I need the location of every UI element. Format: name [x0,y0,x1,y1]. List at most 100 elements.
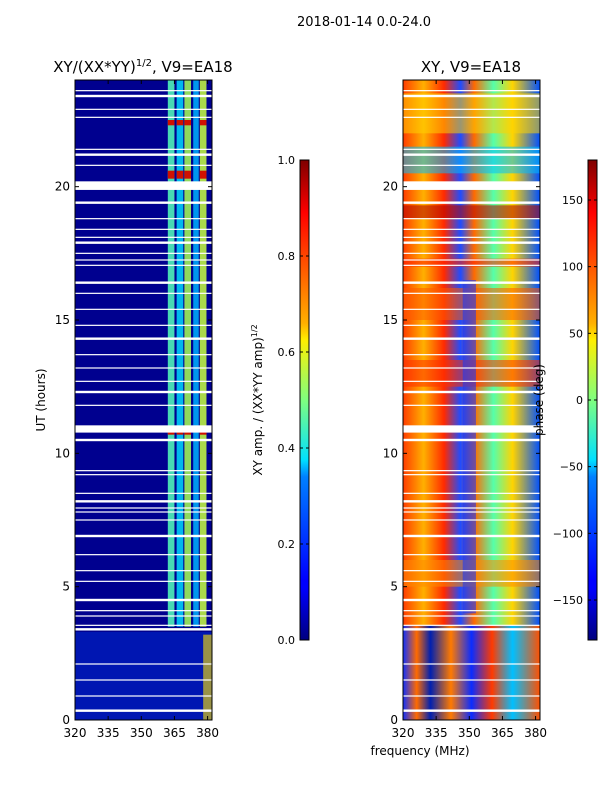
xtick-label: 350 [458,726,481,740]
gap-line [403,598,540,602]
colorbar-tick-label: 1.0 [278,154,296,167]
xtick-label: 380 [524,726,547,740]
gap-line [75,695,212,697]
amplitude-streak [199,80,207,627]
amplitude-axes-frame [74,79,213,721]
colorbar-tick-label: −50 [560,461,583,474]
phase-band [403,205,540,219]
gap-line [403,90,540,92]
gap-line [75,153,212,156]
ytick-label: 10 [55,446,70,460]
gap-line [75,507,212,509]
gap-line [75,598,212,602]
amplitude-ylabel: UT (hours) [34,368,48,431]
gap-line [403,679,540,681]
gap-line [403,264,540,266]
gap-line [403,281,540,284]
gap-line [75,404,212,406]
gap-line [403,367,540,369]
amplitude-hotspot [176,170,184,179]
gap-line [75,425,212,432]
gap-line [403,181,540,190]
gap-line [75,281,212,284]
ytick-label: 0 [62,713,70,727]
gap-line [75,164,212,166]
gap-line [75,188,212,190]
phase-colorbar-label: phase (deg) [532,364,546,436]
amplitude-hotspot [199,170,207,179]
gap-line [403,610,540,612]
colorbar-tick-label: 0.0 [278,634,296,647]
gap-line [75,709,212,712]
amplitude-streak [167,80,175,627]
gap-line [75,492,212,494]
gap-line [403,252,540,254]
gap-line [75,500,212,503]
gap-line [75,236,212,238]
gap-line [75,354,212,356]
amplitude-hotspot [199,120,207,126]
gap-line [403,241,540,244]
gap-line [75,252,212,254]
ytick-label: 15 [55,313,70,327]
gap-line [403,438,540,442]
gap-line [403,354,540,356]
ytick-label: 10 [383,446,398,460]
gap-line [403,492,540,494]
phase-blue-column [462,280,476,614]
gap-line [75,218,212,220]
gap-line [75,390,212,394]
gap-line [75,511,212,513]
gap-line [403,511,540,513]
amplitude-hotspot [184,120,192,126]
gap-line [75,679,212,681]
gap-line [403,425,540,432]
colorbar-tick-label: 50 [569,327,583,340]
amplitude-hotspot [167,120,175,126]
gap-line [75,90,212,92]
phase-band [403,146,540,174]
phase-heatmap [403,80,540,720]
gap-line [403,404,540,406]
ytick-label: 5 [390,580,398,594]
amplitude-xticks: 320 335 350 365 380 [64,80,219,740]
xtick-label: 380 [196,726,219,740]
colorbar-tick-label: 150 [562,194,583,207]
gap-line [403,94,540,98]
amplitude-colorbar: 0.0 0.2 0.4 0.6 0.8 1.0 XY amp. / (XX*YY amp)… [250,154,310,647]
gap-line [403,324,540,326]
gap-line [75,610,212,612]
gap-line [403,236,540,238]
gap-line [403,292,540,294]
gap-line [75,259,212,261]
gap-line [403,519,540,521]
phase-panel: XY, V9=EA18 320 335 350 365 380 0 5 10 15 20 [383,58,547,740]
xtick-label: 320 [64,726,87,740]
gap-line [75,337,212,340]
gap-line [75,580,212,582]
gap-line [403,380,540,382]
xtick-label: 335 [425,726,448,740]
amplitude-title: XY/(XX*YY)1/2, V9=EA18 [53,58,232,76]
ytick-label: 20 [55,180,70,194]
amplitude-streak [184,80,192,627]
xtick-label: 335 [97,726,120,740]
gap-line [403,337,540,340]
amplitude-heatmap [75,80,212,720]
amplitude-background [75,80,212,720]
gap-line [75,264,212,266]
colorbar-tick-label: 0.2 [278,538,296,551]
gap-line [403,628,540,631]
colorbar-tick-label: 100 [562,261,583,274]
gap-line [403,624,540,626]
gap-line [403,390,540,394]
gap-line [403,580,540,582]
gap-line [75,519,212,521]
amplitude-streak [193,80,199,627]
amplitude-edge-streak [203,634,212,720]
phase-band [403,258,540,267]
amplitude-colorbar-ticks: 0.0 0.2 0.4 0.6 0.8 1.0 [278,154,309,647]
gap-line [403,570,540,572]
phase-band [403,93,540,134]
